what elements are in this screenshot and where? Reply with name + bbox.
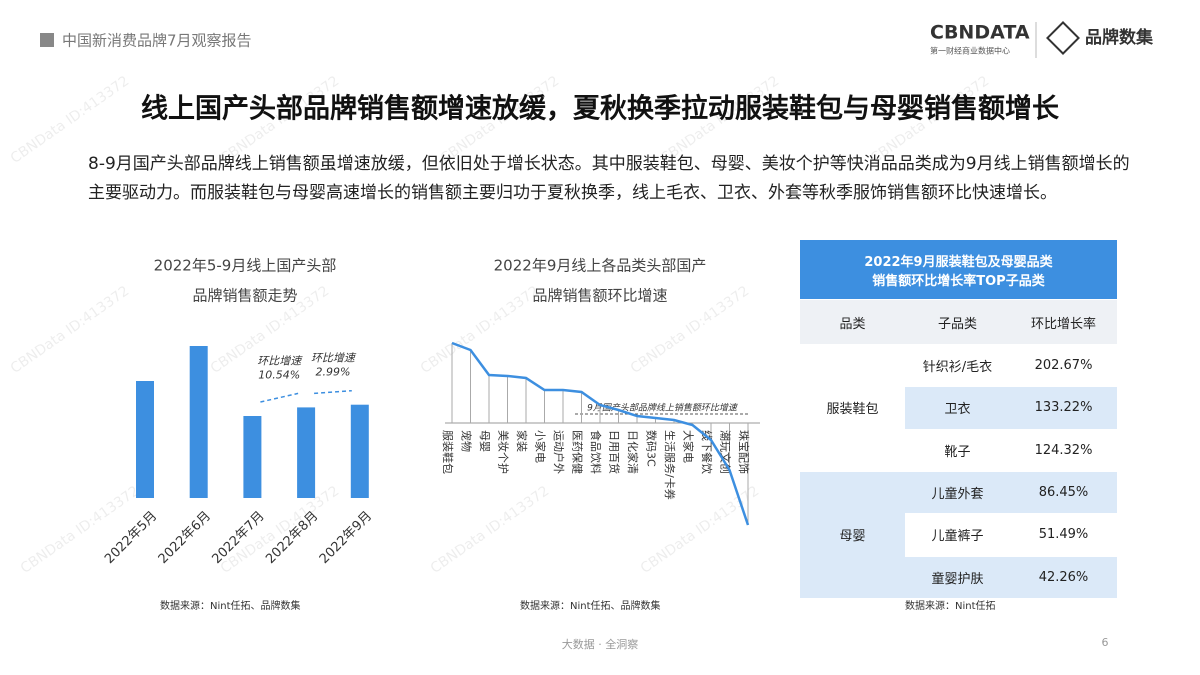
x-tick-label: 生活服务/卡券 xyxy=(663,430,677,500)
chart-title: 2022年9月线上各品类头部国产 xyxy=(494,257,707,275)
bar xyxy=(350,404,369,498)
table-cell: 86.45% xyxy=(1010,471,1117,515)
page-number: 6 xyxy=(1102,636,1109,649)
annotation-label: 环比增速 xyxy=(311,352,357,365)
chart-title: 品牌销售额环比增速 xyxy=(532,287,667,305)
table-header: 子品类 xyxy=(905,300,1010,345)
table-title: 2022年9月服装鞋包及母婴品类 销售额环比增长率TOP子品类 xyxy=(800,240,1117,300)
x-tick-label: 小家电 xyxy=(534,430,548,463)
table-cell: 51.49% xyxy=(1010,514,1117,557)
chart-title: 品牌销售额走势 xyxy=(192,287,297,305)
table-cell: 202.67% xyxy=(1010,345,1117,388)
table-cell: 儿童裤子 xyxy=(905,514,1010,557)
table-cell: 133.22% xyxy=(1010,387,1117,430)
x-tick-label: 数码3C xyxy=(645,430,658,467)
x-tick-label: 服装鞋包 xyxy=(441,430,455,474)
watermark: CBNData ID:413372 xyxy=(638,483,763,577)
brand: 品牌数集 xyxy=(1085,27,1154,48)
annotation-value: 2.99% xyxy=(315,366,350,379)
table-cell: 42.26% xyxy=(1010,556,1117,599)
table-cell: 针织衫/毛衣 xyxy=(905,345,1010,388)
x-tick-label: 日用百货 xyxy=(608,430,622,474)
watermark: CBNData ID:413372 xyxy=(8,283,133,377)
brand-icon xyxy=(1046,21,1080,55)
x-tick-label: 母婴 xyxy=(478,430,491,452)
x-tick-label: 医药保健 xyxy=(571,430,585,474)
bar xyxy=(297,407,316,498)
body-text: 8-9月国产头部品牌线上销售额虽增速放缓，但依旧处于增长状态。其中服装鞋包、母婴… xyxy=(88,154,1130,203)
source: 数据来源：Nint任拓 xyxy=(905,599,996,612)
table-cell: 童婴护肤 xyxy=(905,556,1010,599)
table-category: 服装鞋包 xyxy=(800,345,905,472)
bar xyxy=(136,381,154,498)
title: 线上国产头部品牌销售额增速放缓，夏秋换季拉动服装鞋包与母婴销售额增长 xyxy=(141,93,1060,125)
footer-slogan: 大数据 · 全洞察 xyxy=(562,637,639,651)
report-name: 中国新消费品牌7月观察报告 xyxy=(62,32,252,50)
x-tick-label: 潮玩文创 xyxy=(719,430,733,474)
annotation-value: 10.54% xyxy=(258,368,300,381)
annotation-label: 环比增速 xyxy=(257,354,303,367)
source: 数据来源：Nint任拓、品牌数集 xyxy=(520,599,661,612)
bar xyxy=(189,346,208,498)
table-cell: 靴子 xyxy=(905,429,1010,472)
watermark: CBNData ID:413372 xyxy=(18,483,143,577)
growth-arrow xyxy=(260,392,299,403)
source: 数据来源：Nint任拓、品牌数集 xyxy=(160,599,301,612)
table-header: 环比增长率 xyxy=(1010,300,1117,345)
x-tick-label: 大家电 xyxy=(682,430,696,463)
x-tick-label: 珠宝配饰 xyxy=(737,430,751,474)
x-tick-label: 2022年6月 xyxy=(156,509,214,567)
table-cell: 儿童外套 xyxy=(905,471,1010,515)
table-title-line: 销售额环比增长率TOP子品类 xyxy=(872,273,1045,289)
table-cell: 124.32% xyxy=(1010,429,1117,472)
x-tick-label: 2022年9月 xyxy=(317,509,375,567)
table-cell: 卫衣 xyxy=(905,387,1010,430)
bar xyxy=(243,416,262,498)
table-title-line: 2022年9月服装鞋包及母婴品类 xyxy=(864,254,1053,270)
logo: CBNDATA xyxy=(930,22,1030,44)
x-tick-label: 美妆个护 xyxy=(497,430,511,474)
line xyxy=(451,341,750,526)
table-header: 品类 xyxy=(800,300,905,345)
x-tick-label: 家装 xyxy=(515,430,529,452)
reference-label: 9月国产头部品牌线上销售额环比增速 xyxy=(587,403,739,414)
table-category: 母婴 xyxy=(800,471,905,599)
x-tick-label: 运动户外 xyxy=(552,430,566,474)
growth-arrow xyxy=(314,389,352,395)
chart-title: 2022年5-9月线上国产头部 xyxy=(154,257,337,275)
logo-sub: 第一财经商业数据中心 xyxy=(930,46,1010,56)
x-tick-label: 日化家清 xyxy=(626,430,640,474)
x-tick-label: 宠物 xyxy=(460,430,474,452)
watermark: CBNData ID:413372 xyxy=(428,483,553,577)
x-tick-label: 食品饮料 xyxy=(589,430,603,474)
header-box xyxy=(40,33,54,47)
